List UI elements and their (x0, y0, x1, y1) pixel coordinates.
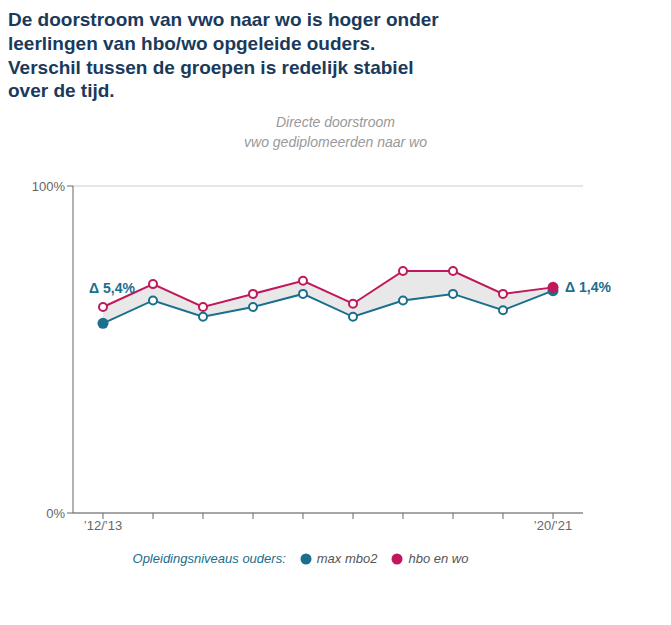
svg-text:’12/’13: ’12/’13 (84, 518, 122, 533)
svg-text:100%: 100% (32, 179, 66, 194)
html-text:hbo en wo: hbo en wo (408, 551, 469, 567)
html-text:over de tijd.: over de tijd. (8, 80, 115, 102)
svg-text:Δ 1,4%: Δ 1,4% (565, 280, 611, 296)
html-text:max mbo2: max mbo2 (316, 551, 378, 567)
html-text:Directe doorstroom: Directe doorstroom (276, 114, 395, 130)
svg-text:’20/’21: ’20/’21 (534, 518, 572, 533)
html-text:Opleidingsniveaus ouders:: Opleidingsniveaus ouders: (132, 551, 286, 567)
html-text:De doorstroom van vwo naar wo: De doorstroom van vwo naar wo is hoger o… (8, 9, 439, 30)
html-text:Verschil tussen de groepen is: Verschil tussen de groepen is redelijk s… (8, 56, 414, 78)
svg-text:0%: 0% (46, 506, 65, 521)
html-text:leerlingen van hbo/wo opgeleid: leerlingen van hbo/wo opgeleide ouders. (8, 32, 376, 54)
html-text:vwo gediplomeerden naar wo: vwo gediplomeerden naar wo (244, 133, 427, 150)
svg-text:Δ 5,4%: Δ 5,4% (89, 280, 135, 296)
